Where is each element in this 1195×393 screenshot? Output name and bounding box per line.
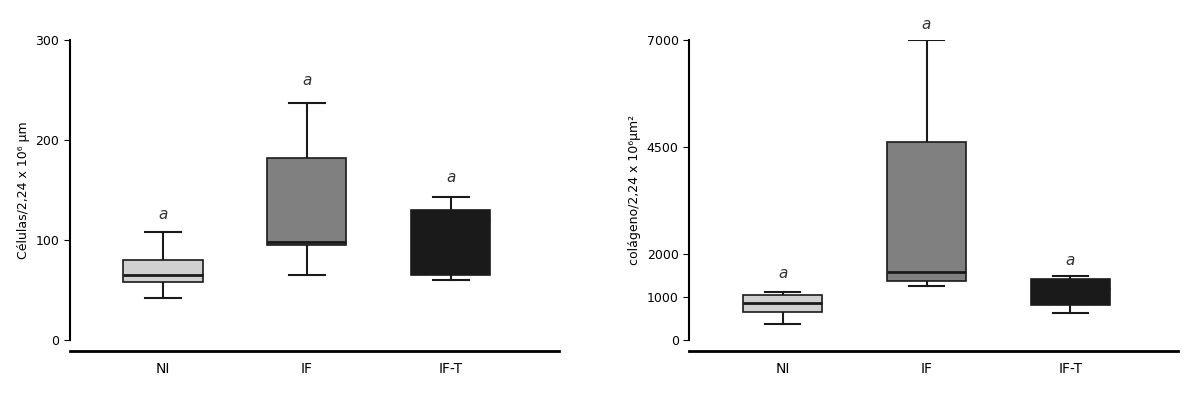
Bar: [887, 142, 966, 281]
Text: a: a: [921, 17, 931, 32]
Bar: [743, 295, 822, 312]
Bar: [411, 210, 490, 275]
Text: a: a: [1066, 253, 1076, 268]
Text: a: a: [159, 207, 167, 222]
Text: a: a: [302, 73, 312, 88]
Text: a: a: [778, 266, 788, 281]
Y-axis label: colágeno/2,24 x 10⁶μm²: colágeno/2,24 x 10⁶μm²: [629, 115, 642, 265]
Bar: [123, 260, 203, 282]
Y-axis label: Células/2,24 x 10⁶ μm: Células/2,24 x 10⁶ μm: [17, 121, 30, 259]
Bar: [268, 158, 347, 245]
Text: a: a: [446, 170, 455, 185]
Bar: [1031, 279, 1110, 305]
